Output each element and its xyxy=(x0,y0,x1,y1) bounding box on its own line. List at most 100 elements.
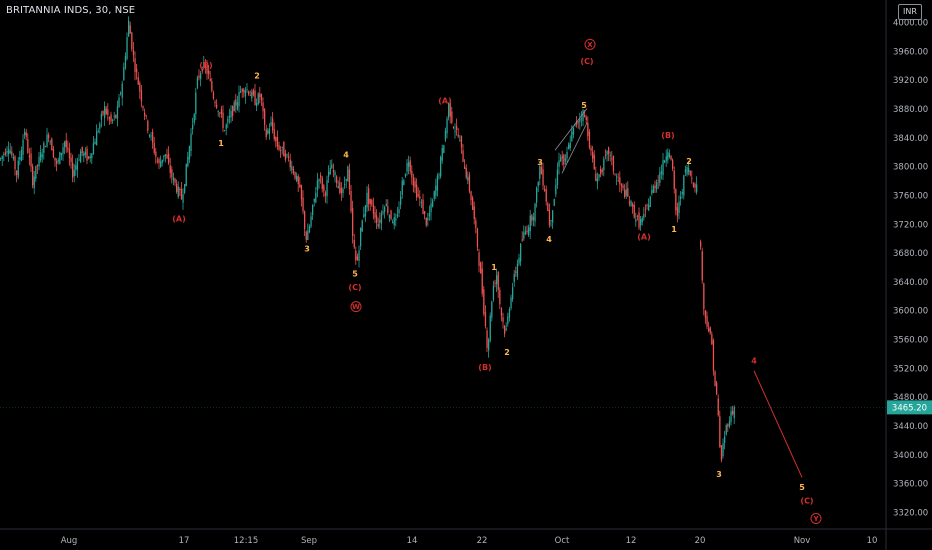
candle-body xyxy=(400,196,402,205)
candle-body xyxy=(664,160,666,163)
candle-body xyxy=(72,162,74,178)
candle-body xyxy=(150,135,152,137)
candle-body xyxy=(33,176,35,189)
candle-body xyxy=(12,156,15,159)
wave-circle-label: Y xyxy=(812,515,819,523)
candle-body xyxy=(251,91,253,99)
candle-body xyxy=(436,175,439,191)
candle-body xyxy=(292,168,295,174)
candle-body xyxy=(584,114,586,118)
symbol-title[interactable]: BRITANNIA INDS, 30, NSE xyxy=(6,5,136,16)
wave-label: 3 xyxy=(716,470,722,479)
candle-body xyxy=(264,109,266,125)
candle-body xyxy=(52,149,55,158)
candle-body xyxy=(494,282,496,284)
candle-body xyxy=(515,271,517,273)
candle-body xyxy=(323,185,325,191)
candle-body xyxy=(192,124,194,130)
candle-body xyxy=(80,151,82,163)
candle-body xyxy=(187,156,189,167)
candle-body xyxy=(384,207,386,212)
candle-body xyxy=(425,218,427,226)
candle-body xyxy=(716,382,718,395)
candle-body xyxy=(662,160,664,176)
candle-body xyxy=(78,159,80,161)
candle-body xyxy=(678,201,680,214)
candle-body xyxy=(730,411,732,422)
candle-body xyxy=(48,134,50,139)
candle-body xyxy=(539,166,541,179)
wave-label: (C) xyxy=(800,496,813,505)
candle-body xyxy=(465,168,467,178)
candle-body xyxy=(286,154,288,156)
candle-body xyxy=(452,127,455,129)
candle-body xyxy=(652,186,655,193)
candle-body xyxy=(427,217,429,221)
x-tick-label: 20 xyxy=(695,536,706,546)
wave-label: 5 xyxy=(799,483,805,492)
candle-body xyxy=(550,220,552,221)
candle-body xyxy=(473,206,475,219)
wave-label: 1 xyxy=(218,139,224,148)
candle-body xyxy=(377,223,379,227)
candle-body xyxy=(620,184,623,186)
candle-body xyxy=(648,205,650,211)
y-tick-label: 3800.00 xyxy=(893,163,928,173)
candle-body xyxy=(22,139,24,155)
candle-body xyxy=(733,407,735,418)
candle-body xyxy=(419,196,421,199)
candle-body xyxy=(545,189,547,202)
candle-body xyxy=(528,227,530,236)
candle-body xyxy=(486,330,488,348)
candle-body xyxy=(369,198,371,204)
wave-label: (A) xyxy=(438,97,452,106)
candle-body xyxy=(628,201,631,204)
wave-label: (B) xyxy=(661,131,674,140)
candle-body xyxy=(153,143,155,153)
trend-channel-line xyxy=(561,122,588,174)
candle-body xyxy=(275,136,277,142)
candle-body xyxy=(529,215,531,232)
candle-body xyxy=(35,165,37,179)
candle-body xyxy=(371,199,373,205)
currency-badge[interactable]: INR xyxy=(898,4,922,20)
candle-body xyxy=(70,157,72,162)
candle-body xyxy=(105,108,107,114)
candle-body xyxy=(483,289,485,314)
wave-label: 3 xyxy=(537,158,543,167)
candle-body xyxy=(204,63,207,68)
candle-body xyxy=(711,334,713,345)
wave-label: 5 xyxy=(581,101,587,110)
candle-body xyxy=(580,118,583,120)
candle-body xyxy=(361,220,363,232)
candle-body xyxy=(3,154,5,156)
candle-body xyxy=(67,147,69,150)
candle-body xyxy=(328,171,330,177)
candle-body xyxy=(97,130,99,132)
candle-body xyxy=(633,205,635,218)
candle-body xyxy=(89,156,91,159)
candle-body xyxy=(91,153,93,159)
candle-body xyxy=(308,226,311,233)
candle-body xyxy=(188,146,191,160)
candle-body xyxy=(604,155,607,156)
candle-body xyxy=(668,153,671,157)
candle-body xyxy=(172,177,175,181)
candle-body xyxy=(297,176,299,185)
candle-body xyxy=(401,180,403,195)
wave-circle-label: W xyxy=(352,303,360,311)
candle-body xyxy=(380,213,383,224)
y-tick-label: 4000.00 xyxy=(893,19,928,29)
y-tick-label: 3640.00 xyxy=(893,278,928,288)
candle-body xyxy=(468,174,471,192)
candle-body xyxy=(129,25,131,34)
candle-body xyxy=(334,172,336,176)
candle-body xyxy=(83,152,85,157)
candle-body xyxy=(305,231,307,241)
candle-body xyxy=(563,154,565,165)
candle-body xyxy=(510,297,512,309)
candle-body xyxy=(590,148,592,151)
candle-body xyxy=(688,168,690,173)
candle-body xyxy=(665,156,667,162)
